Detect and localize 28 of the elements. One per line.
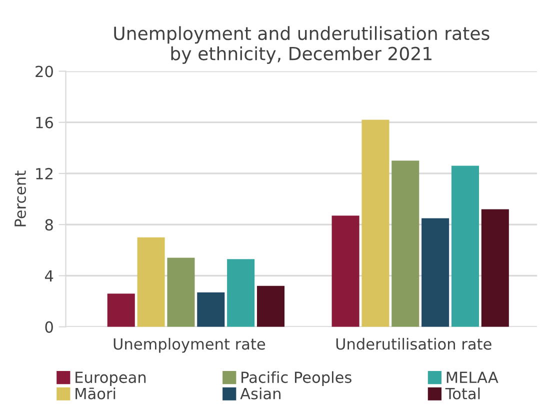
y-axis-title: Percent	[14, 170, 26, 226]
bar	[107, 294, 135, 327]
bar	[256, 286, 284, 327]
bar	[332, 216, 360, 327]
y-tick-label: 8	[45, 219, 53, 231]
legend-label: Māori	[76, 388, 116, 400]
bar	[227, 259, 255, 327]
bar	[362, 120, 390, 327]
bar	[481, 209, 509, 327]
legend-label: Asian	[240, 388, 280, 400]
y-tick-label: 12	[36, 168, 52, 180]
x-tick-label: Underutilisation rate	[336, 338, 492, 350]
bar	[167, 258, 195, 327]
legend-label: MELAA	[446, 372, 498, 383]
y-tick-label: 16	[36, 116, 53, 128]
legend-label: Total	[445, 388, 480, 400]
y-tick-label: 20	[36, 66, 53, 78]
y-tick-label: 0	[45, 321, 53, 333]
bar	[451, 166, 479, 327]
legend-label: European	[76, 372, 146, 386]
x-tick-label: Unemployment rate	[114, 338, 266, 353]
bar	[422, 218, 450, 327]
legend-label: Pacific Peoples	[242, 371, 352, 386]
bar	[137, 237, 165, 327]
bar	[197, 292, 225, 327]
y-tick-label: 4	[44, 270, 54, 282]
chart-title: Unemployment and underutilisation rates by ethnicity, December 2021	[114, 26, 490, 64]
bar	[392, 160, 420, 327]
